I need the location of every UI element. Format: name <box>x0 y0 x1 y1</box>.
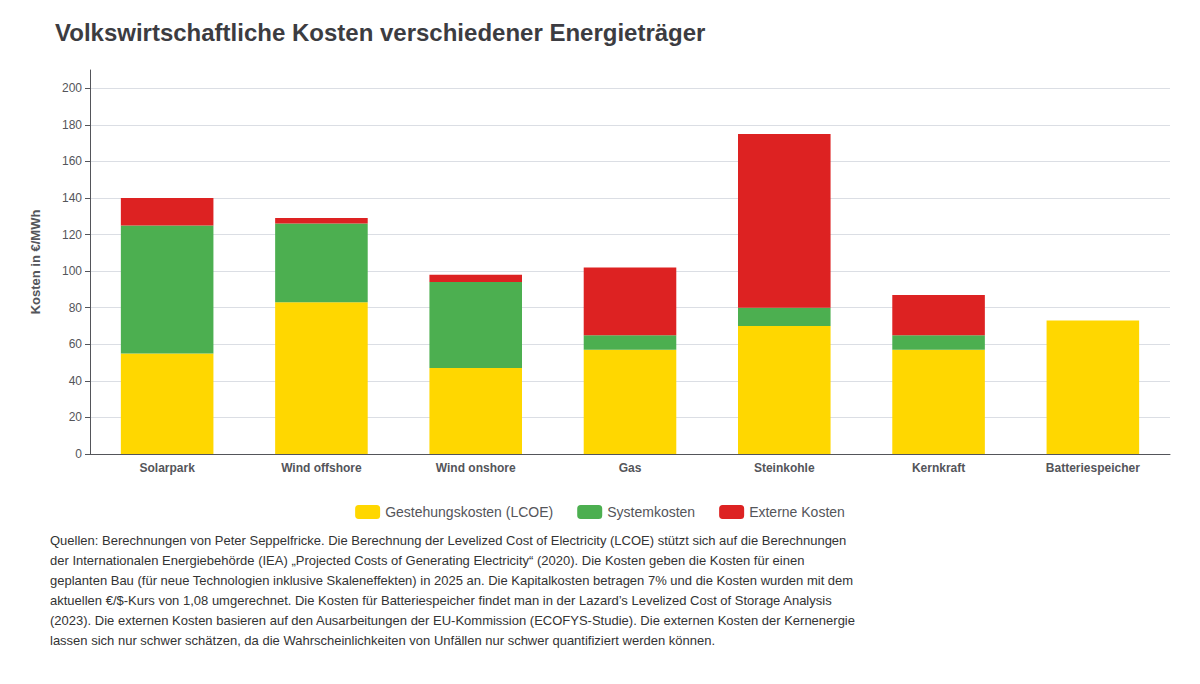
svg-text:Steinkohle: Steinkohle <box>754 461 815 475</box>
svg-text:160: 160 <box>62 154 82 168</box>
svg-text:Wind offshore: Wind offshore <box>281 461 362 475</box>
svg-text:geplanten Bau (für neue Techno: geplanten Bau (für neue Technologien ink… <box>50 573 853 588</box>
svg-text:der Internationalen Energiebeh: der Internationalen Energiebehörde (IEA)… <box>50 553 804 568</box>
svg-text:180: 180 <box>62 118 82 132</box>
svg-text:Externe Kosten: Externe Kosten <box>749 504 845 520</box>
svg-text:120: 120 <box>62 228 82 242</box>
svg-text:40: 40 <box>69 374 83 388</box>
svg-text:80: 80 <box>69 301 83 315</box>
svg-text:Solarpark: Solarpark <box>139 461 195 475</box>
svg-text:Kosten in €/MWh: Kosten in €/MWh <box>28 210 43 315</box>
svg-text:(2023). Die externen Kosten ba: (2023). Die externen Kosten basieren auf… <box>50 613 855 628</box>
svg-text:20: 20 <box>69 410 83 424</box>
svg-text:140: 140 <box>62 191 82 205</box>
svg-text:200: 200 <box>62 81 82 95</box>
svg-text:Kernkraft: Kernkraft <box>912 461 965 475</box>
svg-text:Volkswirtschaftliche Kosten ve: Volkswirtschaftliche Kosten verschiedene… <box>55 19 705 46</box>
svg-text:0: 0 <box>75 447 82 461</box>
svg-text:Quellen: Berechnungen von Pete: Quellen: Berechnungen von Peter Seppelfr… <box>50 533 846 548</box>
svg-text:100: 100 <box>62 264 82 278</box>
svg-text:Wind onshore: Wind onshore <box>436 461 516 475</box>
svg-text:Gas: Gas <box>619 461 642 475</box>
svg-text:Gestehungskosten (LCOE): Gestehungskosten (LCOE) <box>385 504 553 520</box>
svg-text:lassen sich nur schwer schätze: lassen sich nur schwer schätzen, da die … <box>50 633 715 648</box>
svg-text:aktuellen €/$-Kurs von 1,08 um: aktuellen €/$-Kurs von 1,08 umgerechnet.… <box>50 593 832 608</box>
svg-text:Systemkosten: Systemkosten <box>607 504 695 520</box>
svg-text:Batteriespeicher: Batteriespeicher <box>1046 461 1140 475</box>
svg-text:60: 60 <box>69 337 83 351</box>
